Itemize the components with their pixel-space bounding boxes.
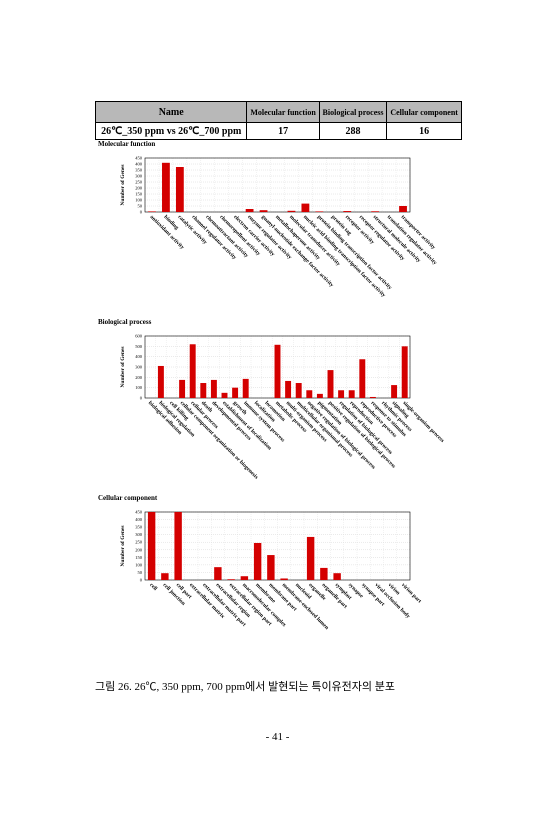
y-tick-label: 350 [135, 168, 143, 173]
y-tick-label: 150 [135, 555, 143, 560]
bar [245, 209, 254, 212]
bar [161, 573, 169, 580]
y-axis-label: Number of Genes [120, 525, 126, 566]
bar [162, 162, 170, 212]
bar [391, 385, 398, 398]
y-tick-label: 450 [135, 156, 143, 161]
bar [189, 344, 196, 398]
bar [147, 512, 156, 580]
plot-frame [144, 157, 411, 213]
x-tick-label: single-organism process [401, 400, 445, 444]
y-tick-label: 500 [135, 344, 143, 349]
y-tick-label: 250 [135, 180, 143, 185]
bar [242, 378, 249, 398]
cell: 16 [386, 122, 462, 140]
y-tick-label: 200 [135, 375, 143, 380]
y-tick-label: 100 [135, 385, 143, 390]
bar [259, 210, 268, 212]
chart-title: Cellular component [98, 494, 158, 502]
y-tick-label: 200 [135, 547, 143, 552]
header-cell: Name [94, 101, 248, 123]
bar [287, 210, 296, 212]
bar [306, 390, 313, 398]
bar [174, 512, 182, 580]
y-tick-label: 350 [135, 525, 143, 530]
y-tick-label: 50 [138, 204, 143, 209]
y-axis-label: Number of Genes [120, 164, 126, 205]
bar [369, 396, 376, 398]
bar [157, 365, 164, 398]
x-tick-label: cell [148, 582, 158, 592]
summary-table: Name Molecular function Biological process… [94, 101, 462, 140]
bar [306, 536, 315, 580]
bar [301, 203, 310, 212]
caption: 그림 26. 26℃, 350 ppm, 700 ppm에서 발현되는 특이유전… [95, 681, 396, 693]
y-tick-label: 100 [135, 562, 143, 567]
bar [175, 167, 184, 212]
bar [221, 392, 228, 398]
bar [200, 383, 207, 398]
bar [285, 380, 292, 398]
y-tick-label: 400 [135, 517, 143, 522]
bar [280, 578, 288, 580]
bar [295, 383, 302, 398]
y-tick-label: 450 [135, 510, 143, 515]
bar [359, 359, 366, 398]
bar [401, 346, 408, 398]
cell: 26℃_350 ppm vs 26℃_700 ppm [94, 122, 248, 140]
bar [338, 390, 345, 398]
bar [371, 211, 380, 212]
y-tick-label: 0 [140, 210, 143, 215]
y-tick-label: 300 [135, 365, 143, 370]
bar [267, 555, 275, 580]
bar [227, 579, 235, 580]
bar [320, 567, 328, 580]
y-axis-label: Number of Genes [120, 346, 126, 387]
x-tick-label: virion part [400, 582, 422, 604]
cell: 17 [246, 122, 320, 140]
bar [399, 206, 407, 212]
bar [232, 387, 239, 398]
y-tick-label: 50 [138, 570, 143, 575]
y-tick-label: 0 [140, 396, 143, 401]
bar [315, 211, 324, 212]
bar [240, 576, 249, 580]
y-tick-label: 150 [135, 192, 143, 197]
chart-title: Biological process [98, 318, 152, 326]
y-tick-label: 400 [135, 354, 143, 359]
bar [274, 344, 281, 398]
bar [214, 567, 222, 580]
bar [348, 390, 355, 398]
y-tick-label: 300 [135, 532, 143, 537]
bar [148, 211, 156, 212]
y-tick-label: 200 [135, 186, 143, 191]
bar [253, 542, 262, 580]
plot-frame [144, 511, 411, 581]
page-number: - 41 - [265, 731, 290, 743]
y-tick-label: 250 [135, 540, 143, 545]
bar [316, 393, 323, 398]
y-tick-label: 300 [135, 174, 143, 179]
bar [327, 370, 334, 398]
chart-title: Molecular function [98, 140, 155, 148]
bar [343, 211, 352, 212]
header-cell: Molecular function [246, 101, 320, 123]
y-tick-label: 100 [135, 198, 143, 203]
bar [179, 379, 186, 398]
bar [333, 573, 341, 580]
y-tick-label: 0 [140, 578, 143, 583]
bar [210, 379, 217, 398]
y-tick-label: 400 [135, 162, 143, 167]
y-tick-label: 600 [135, 334, 143, 339]
